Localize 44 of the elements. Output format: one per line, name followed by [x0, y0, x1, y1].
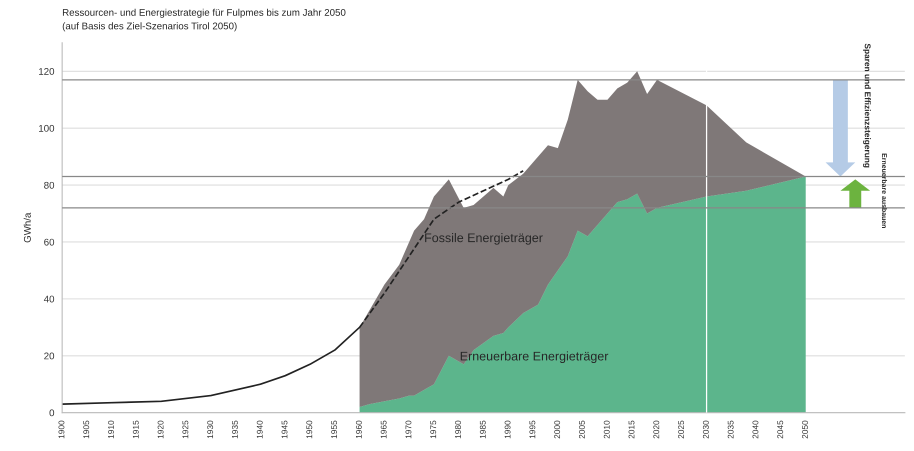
x-tick-label: 1930: [207, 420, 214, 438]
x-tick-label: 2000: [554, 420, 560, 438]
y-tick-label: 40: [44, 296, 54, 302]
x-tick-label: 2035: [728, 420, 734, 438]
x-tick-label: 1970: [405, 420, 412, 438]
x-tick-label: 1935: [232, 420, 238, 438]
annotation: Fossile Energieträger: [425, 233, 543, 245]
annotation: Erneuerbare Energieträger: [460, 351, 608, 364]
x-tick-label: 1915: [132, 420, 139, 438]
annotation: Sparen und Effizienzsteigerung: [863, 44, 871, 168]
x-tick-label: 1910: [108, 420, 114, 438]
x-tick-label: 1965: [380, 420, 387, 438]
x-tick-label: 1975: [430, 420, 436, 438]
x-tick-label: 2045: [777, 420, 784, 438]
x-tick-label: 1905: [83, 420, 90, 438]
x-tick-label: 1900: [58, 420, 64, 438]
x-tick-label: 1945: [282, 420, 288, 438]
chart-title: Ressourcen- und Energiestrategie für Fulpmes bis zum Jahr 2050: [62, 8, 346, 18]
x-tick-label: 1990: [504, 420, 511, 438]
x-tick-label: 2025: [678, 420, 684, 438]
x-tick-label: 1920: [158, 420, 164, 438]
chart-subtitle: (auf Basis des Ziel-Szenarios Tirol 2050): [62, 22, 237, 32]
y-tick-label: 60: [44, 238, 54, 246]
x-tick-label: 1940: [256, 420, 263, 438]
x-tick-label: 1955: [331, 420, 338, 438]
y-tick-label: 100: [39, 124, 54, 132]
x-tick-label: 1960: [356, 420, 362, 438]
y-tick-label: 80: [44, 182, 54, 189]
x-tick-label: 2015: [628, 420, 634, 438]
y-axis-title: GWh/a: [24, 212, 31, 242]
y-tick-label: 0: [49, 409, 54, 416]
x-tick-label: 1995: [529, 420, 536, 438]
x-tick-label: 2010: [604, 420, 610, 438]
x-tick-label: 2030: [702, 420, 709, 438]
x-tick-label: 1980: [455, 420, 461, 438]
y-tick-label: 20: [44, 352, 54, 360]
x-tick-label: 2050: [802, 420, 808, 438]
y-tick-label: 120: [39, 68, 54, 75]
x-tick-label: 2020: [653, 420, 660, 438]
x-tick-label: 2040: [752, 420, 758, 438]
x-tick-label: 2005: [578, 420, 585, 438]
x-tick-label: 1985: [480, 420, 486, 438]
x-tick-label: 1925: [182, 420, 188, 438]
x-tick-label: 1950: [306, 420, 312, 438]
